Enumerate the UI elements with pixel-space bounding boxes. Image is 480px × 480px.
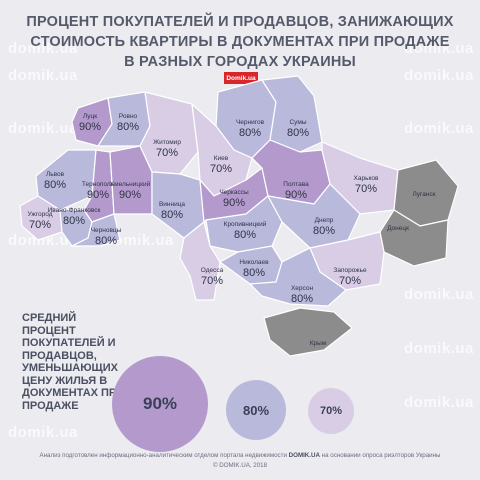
region-12-value: 70% [355,183,377,195]
region-11-value: 90% [285,189,307,201]
region-14-name: Ужгород [28,211,53,218]
page-title: ПРОЦЕНТ ПОКУПАТЕЛЕЙ И ПРОДАВЦОВ, ЗАНИЖАЮ… [20,12,460,72]
region-7-name: Тернополь [82,181,115,188]
region-1-name: Ровно [119,113,138,120]
region-22-value: 70% [339,275,361,287]
region-7-value: 90% [87,189,109,201]
watermark: domik.ua [404,286,474,303]
region-0-value: 90% [79,121,101,133]
watermark: domik.ua [404,40,474,57]
region-10-name: Черкассы [219,189,249,196]
region-24-shape [263,307,353,357]
region-4-shape [261,75,323,153]
region-13-name: Луганск [412,191,435,198]
region-6-value: 80% [44,179,66,191]
region-20-name: Одесса [201,267,224,274]
region-4-value: 80% [287,127,309,139]
watermark: domik.ua [8,40,78,57]
title-line: В РАЗНЫХ ГОРОДАХ УКРАИНЫ [124,54,356,70]
region-22-name: Запорожье [333,267,367,274]
region-23-shape [249,247,347,307]
region-16-shape [71,213,121,247]
region-24-name: Крым [310,340,327,347]
region-9-value: 80% [161,209,183,221]
region-19-name: Донецк [387,225,409,232]
region-5-value: 70% [210,163,232,175]
region-15-value: 80% [63,215,85,227]
watermark: domik.ua [8,120,78,137]
region-12-shape [321,141,399,215]
region-2-shape [139,91,199,175]
region-20-shape [179,221,221,301]
watermark: domik.ua [404,120,474,137]
region-12-name: Харьков [354,175,379,182]
footer-brand: DOMIK.UA [288,452,320,459]
domik-logo: Domik.ua [224,72,258,84]
legend-bubble-80: 80% [226,380,286,440]
watermark: domik.ua [8,232,78,249]
region-17-shape [205,195,283,253]
footer-source-text: Анализ подготовлен информационно-аналити… [39,452,287,459]
watermark: domik.ua [104,232,174,249]
region-21-name: Николаев [239,259,269,266]
region-17-value: 80% [234,229,256,241]
region-18-value: 80% [313,225,335,237]
title-line: СТОИМОСТЬ КВАРТИРЫ В ДОКУМЕНТАХ ПРИ ПРОД… [30,34,450,50]
region-20-value: 70% [201,275,223,287]
watermark: domik.ua [404,340,474,357]
footer-copyright: © DOMIK.UA, 2018 [212,462,268,469]
region-14-value: 70% [29,219,51,231]
region-6-name: Львов [46,171,65,178]
region-8-value: 90% [119,189,141,201]
legend-caption: СРЕДНИЙ ПРОЦЕНТ ПОКУПАТЕЛЕЙ И ПРОДАВЦОВ,… [22,312,125,412]
region-5-name: Киев [214,155,229,162]
region-3-value: 80% [239,127,261,139]
region-18-shape [267,183,361,249]
region-23-value: 80% [291,293,313,305]
footer: Анализ подготовлен информационно-аналити… [0,451,480,471]
footer-source-text: на основании опроса риэлторов Украины [321,452,441,459]
region-11-name: Полтава [283,181,309,188]
region-3-name: Чернигов [236,119,265,126]
region-16-name: Черновцы [91,227,122,234]
region-0-name: Луцк [83,113,97,120]
region-21-value: 80% [243,267,265,279]
region-8-name: Хмельницкий [110,180,151,188]
region-16-value: 80% [95,235,117,247]
region-2-value: 70% [156,147,178,159]
region-17-name: Кропивницкий [224,220,267,228]
footer-source: Анализ подготовлен информационно-аналити… [0,451,480,461]
region-10-value: 90% [223,197,245,209]
watermark: domik.ua [404,67,474,84]
region-4-name: Сумы [289,119,306,126]
title-line: ПРОЦЕНТ ПОКУПАТЕЛЕЙ И ПРОДАВЦОВ, ЗАНИЖАЮ… [26,14,454,30]
region-23-name: Херсон [291,285,314,292]
watermark: domik.ua [404,394,474,411]
region-18-name: Днепр [315,217,334,224]
region-9-name: Винница [159,201,185,208]
region-15-name: Ивано-Франковск [48,207,101,214]
legend-bubble-90: 90% [112,356,208,452]
watermark: domik.ua [8,424,78,441]
region-1-value: 80% [117,121,139,133]
watermark: domik.ua [8,67,78,84]
legend-bubble-70: 70% [308,388,354,434]
region-2-name: Житомир [153,139,181,146]
